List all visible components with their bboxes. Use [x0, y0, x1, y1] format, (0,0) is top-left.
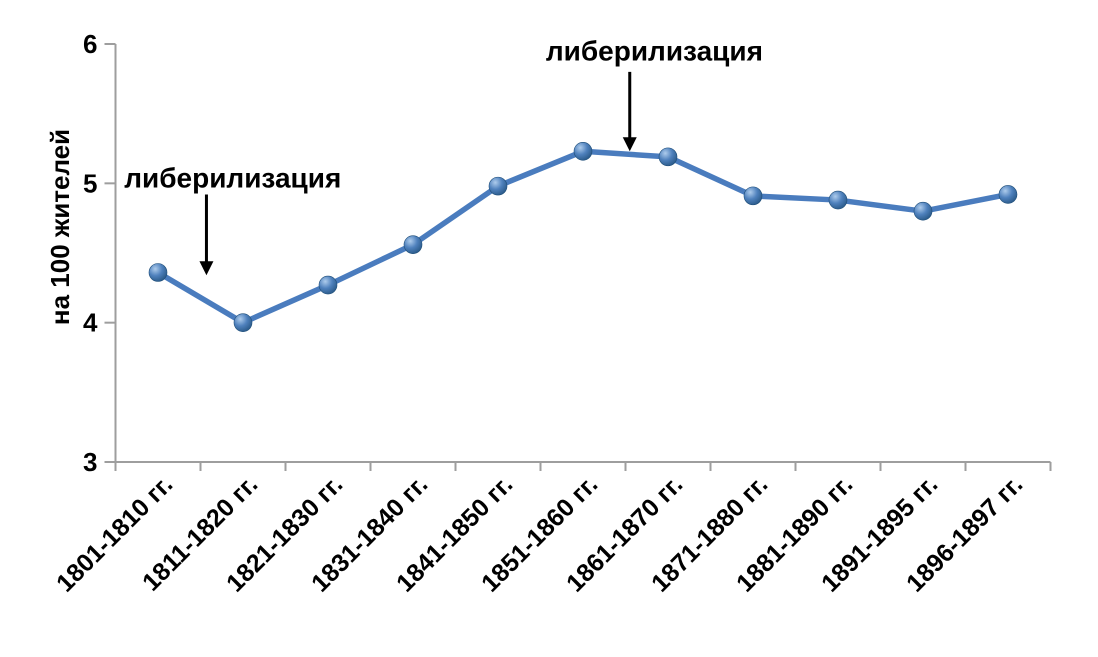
data-point — [403, 235, 423, 254]
y-axis-title: на 100 жителей — [45, 129, 75, 325]
data-point — [573, 141, 593, 161]
y-tick-label: 6 — [83, 29, 97, 59]
data-point — [743, 186, 763, 206]
data-point — [148, 263, 168, 282]
data-point — [488, 176, 508, 196]
data-point — [658, 147, 678, 167]
annotations: либерилизация либерилизация — [124, 35, 763, 276]
data-point — [998, 185, 1018, 204]
data-point — [913, 201, 933, 221]
annotation-label: либерилизация — [546, 35, 763, 66]
data-point — [828, 190, 848, 210]
data-point — [233, 313, 253, 332]
data-series — [148, 141, 1018, 332]
data-point — [318, 275, 338, 295]
y-tick-label: 3 — [83, 447, 97, 477]
y-tick-label: 4 — [83, 308, 98, 338]
annotation-arrowhead — [622, 137, 637, 152]
annotation-arrowhead — [199, 261, 214, 276]
y-tick-label: 5 — [83, 168, 97, 198]
annotation-label: либерилизация — [124, 162, 341, 193]
